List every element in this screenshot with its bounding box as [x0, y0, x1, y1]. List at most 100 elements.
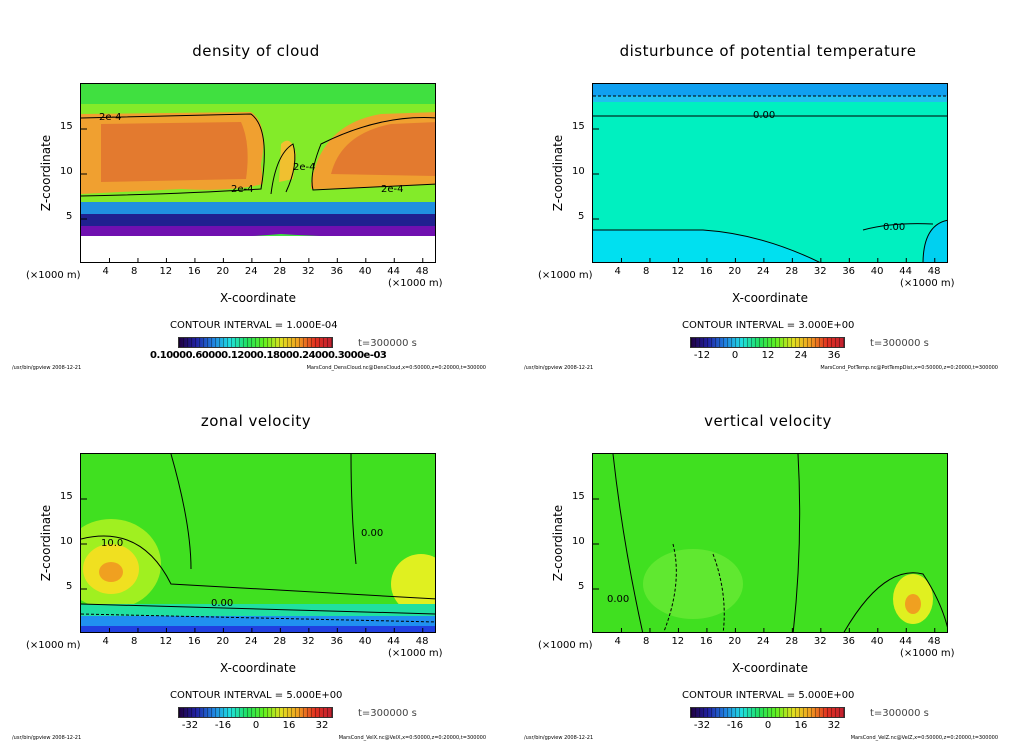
colorbar-tick: 0	[731, 350, 739, 361]
chart-panel: disturbunce of potential temperature 0.0…	[512, 0, 1024, 371]
plot-area: 0.00 0.00	[592, 83, 948, 263]
time-label: t=300000 s	[870, 708, 929, 719]
footer-left: /usr/bin/gpview 2008-12-21	[524, 365, 594, 371]
x-tick-label: 32	[813, 636, 827, 647]
x-tick-label: 48	[415, 636, 429, 647]
time-label: t=300000 s	[358, 708, 417, 719]
x-tick-label: 36	[330, 266, 344, 277]
colorbar-tick: -32	[181, 720, 199, 731]
contour-interval: CONTOUR INTERVAL = 3.000E+00	[682, 320, 855, 331]
x-tick-label: 40	[358, 636, 372, 647]
x-axis-label: X-coordinate	[732, 661, 808, 675]
x-tick-label: 4	[102, 636, 109, 647]
y-tick-label: 15	[572, 121, 585, 132]
x-tick-label: 12	[159, 266, 173, 277]
footer-left: /usr/bin/gpview 2008-12-21	[12, 365, 82, 371]
colorbar-tick: 16	[794, 720, 808, 731]
x-tick-label: 16	[187, 636, 201, 647]
x-tick-label: 32	[813, 266, 827, 277]
x-tick-label: 12	[671, 636, 685, 647]
x-tick-label: 44	[387, 266, 400, 277]
colorbar-tick: 0	[764, 720, 772, 731]
colorbar-tick: -16	[214, 720, 232, 731]
x-tick-label: 36	[842, 266, 856, 277]
plot-area: 2e-4 2e-4 2e-4 2e-4	[80, 83, 436, 263]
contour-field: 10.0 0.00 0.00	[81, 454, 435, 632]
x-tick-label: 28	[785, 636, 799, 647]
x-tick-label: 40	[870, 636, 884, 647]
x-unit-label: (×1000 m)	[538, 270, 593, 281]
colorbar-tick: -32	[693, 720, 711, 731]
time-label: t=300000 s	[358, 338, 417, 349]
x-tick-label: 12	[671, 266, 685, 277]
y-tick-label: 5	[578, 581, 585, 592]
contour-label: 2e-4	[381, 184, 404, 195]
x-tick-label: 40	[358, 266, 372, 277]
footer-left: /usr/bin/gpview 2008-12-21	[524, 735, 594, 741]
contour-field: 2e-4 2e-4 2e-4 2e-4	[81, 84, 435, 262]
x-tick-label: 48	[927, 636, 941, 647]
colorbar-tick: 32	[827, 720, 841, 731]
x-tick-label: 8	[642, 266, 650, 277]
x-tick-label: 24	[756, 266, 770, 277]
x-tick-label: 20	[216, 636, 230, 647]
x-tick-label: 32	[301, 636, 315, 647]
x-tick-label: 28	[273, 636, 287, 647]
chart-title: zonal velocity	[200, 412, 312, 430]
y-tick-label: 10	[572, 166, 585, 177]
x-tick-label: 24	[756, 636, 770, 647]
y-tick-label: 5	[66, 581, 73, 592]
colorbar	[690, 337, 845, 348]
time-label: t=300000 s	[870, 338, 929, 349]
x-tick-label: 28	[785, 266, 799, 277]
contour-interval: CONTOUR INTERVAL = 1.000E-04	[170, 320, 338, 331]
chart-panel: density of cloud 2e-4 2e-4 2e-4 2e-4 4 8 12 16…	[0, 0, 512, 371]
x-tick-label: 4	[614, 636, 621, 647]
contour-label: 2e-4	[99, 112, 122, 123]
chart-panel: vertical velocity 0.00 4 8 12 16 20 24 28 32 36 4…	[512, 370, 1024, 741]
contour-label: 0.00	[883, 222, 905, 233]
y-axis-label: Z-coordinate	[551, 504, 565, 582]
x-tick-label: 36	[842, 636, 856, 647]
x-tick-label: 16	[699, 266, 713, 277]
contour-label: 0.00	[211, 598, 233, 609]
contour-label: 10.0	[101, 538, 123, 549]
y-tick-label: 15	[572, 491, 585, 502]
colorbar-tick: 16	[282, 720, 296, 731]
chart-title: disturbunce of potential temperature	[619, 42, 917, 60]
y-tick-label: 10	[572, 536, 585, 547]
x-unit-label: (×1000 m)	[26, 640, 81, 651]
x-tick-label: 44	[899, 266, 912, 277]
y-tick-label: 15	[60, 121, 73, 132]
contour-label: 2e-4	[231, 184, 254, 195]
x-tick-label: 24	[244, 266, 258, 277]
x-tick-label: 16	[187, 266, 201, 277]
colorbar-tick: 24	[794, 350, 808, 361]
chart-title: density of cloud	[192, 42, 320, 60]
x-axis-label: X-coordinate	[220, 291, 296, 305]
x-tick-label: 28	[273, 266, 287, 277]
colorbar-tick: 32	[315, 720, 329, 731]
footer-right: MarsCond_VelX.nc@VelX,x=0:50000,z=0:2000…	[338, 735, 486, 741]
x-tick-label: 24	[244, 636, 258, 647]
x-tick-label: 8	[642, 636, 650, 647]
colorbar-tick: -12	[693, 350, 711, 361]
colorbar	[178, 707, 333, 718]
y-axis-label: Z-coordinate	[39, 134, 53, 212]
colorbar-tick: 36	[827, 350, 841, 361]
x-tick-label: 20	[728, 636, 742, 647]
contour-label: 2e-4	[293, 162, 316, 173]
y-tick-label: 15	[60, 491, 73, 502]
x-unit-label: (×1000 m)	[900, 648, 955, 659]
x-unit-label: (×1000 m)	[538, 640, 593, 651]
x-tick-label: 40	[870, 266, 884, 277]
chart-title: vertical velocity	[704, 412, 832, 430]
colorbar-ticks: 0.10000.60000.12000.18000.24000.3000e-03	[150, 350, 387, 361]
x-unit-label: (×1000 m)	[26, 270, 81, 281]
y-tick-label: 10	[60, 166, 73, 177]
footer-right: MarsCond_PotTemp.nc@PotTempDist,x=0:5000…	[820, 365, 998, 371]
x-axis-label: X-coordinate	[732, 291, 808, 305]
x-tick-label: 48	[415, 266, 429, 277]
y-tick-label: 5	[66, 211, 73, 222]
x-unit-label: (×1000 m)	[388, 648, 443, 659]
